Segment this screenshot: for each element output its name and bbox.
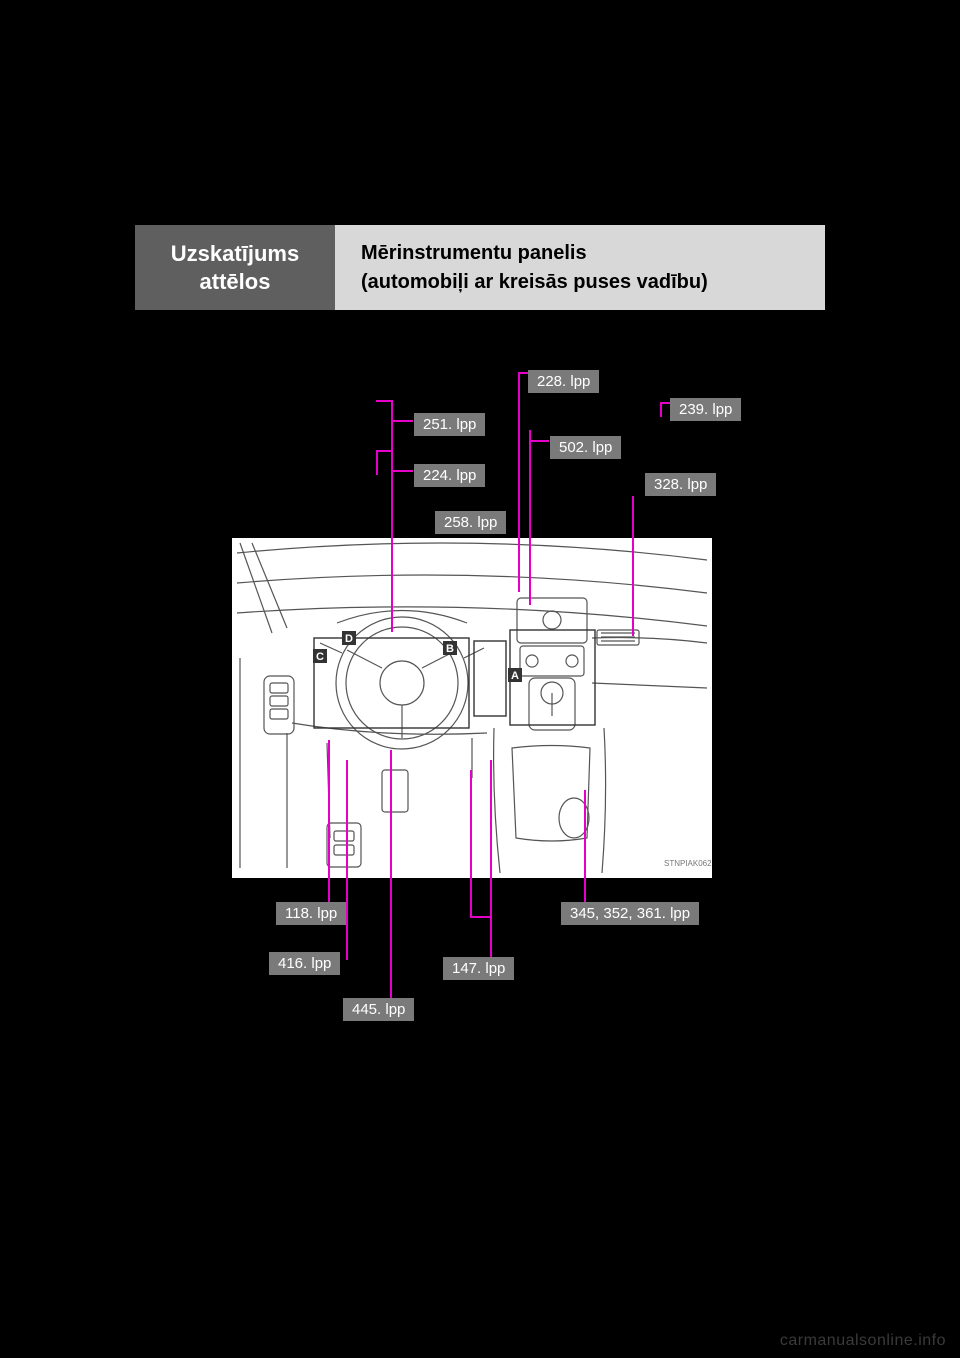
page-header: Uzskatījums attēlos Mērinstrumentu panel…: [135, 225, 825, 310]
leader-line: [376, 450, 378, 475]
leader-line: [376, 450, 391, 452]
page-ref-p328: 328. lpp: [645, 473, 716, 496]
leader-line: [584, 790, 586, 914]
leader-line: [391, 400, 393, 632]
page-ref-p228: 228. lpp: [528, 370, 599, 393]
page-ref-p345: 345, 352, 361. lpp: [561, 902, 699, 925]
leader-line: [328, 740, 330, 914]
svg-text:A: A: [511, 670, 519, 682]
page-ref-p239: 239. lpp: [670, 398, 741, 421]
leader-line: [490, 760, 492, 960]
leader-line: [391, 470, 413, 472]
leader-line: [390, 750, 392, 1002]
leader-line: [529, 430, 531, 605]
page-ref-p251: 251. lpp: [414, 413, 485, 436]
page-ref-p445: 445. lpp: [343, 998, 414, 1021]
leader-line: [470, 770, 472, 918]
page: Uzskatījums attēlos Mērinstrumentu panel…: [0, 0, 960, 1358]
leader-line: [660, 402, 670, 404]
header-tab: Uzskatījums attēlos: [135, 225, 335, 310]
header-title-line1: Mērinstrumentu panelis: [361, 239, 825, 268]
svg-text:B: B: [446, 643, 454, 655]
page-ref-p416: 416. lpp: [269, 952, 340, 975]
leader-line: [529, 440, 549, 442]
illustration-code: STNPIAK062: [664, 859, 712, 868]
page-ref-p502: 502. lpp: [550, 436, 621, 459]
page-ref-p147: 147. lpp: [443, 957, 514, 980]
svg-text:C: C: [316, 651, 324, 663]
dashboard-svg: D C B A STNPIAK062: [232, 538, 712, 878]
header-tab-line1: Uzskatījums: [171, 240, 299, 268]
svg-text:D: D: [345, 633, 353, 645]
leader-line: [470, 916, 490, 918]
header-title: Mērinstrumentu panelis (automobiļi ar kr…: [335, 225, 825, 310]
leader-line: [391, 420, 413, 422]
watermark: carmanualsonline.info: [780, 1332, 946, 1350]
leader-line: [518, 372, 520, 592]
page-ref-p258: 258. lpp: [435, 511, 506, 534]
header-title-line2: (automobiļi ar kreisās puses vadību): [361, 268, 825, 297]
leader-line: [376, 400, 391, 402]
dashboard-illustration: D C B A STNPIAK062: [232, 538, 712, 878]
leader-line: [346, 760, 348, 960]
header-tab-line2: attēlos: [200, 268, 271, 296]
page-ref-p118: 118. lpp: [276, 902, 346, 925]
leader-line: [660, 402, 662, 417]
leader-line: [518, 372, 528, 374]
leader-line: [632, 496, 634, 636]
page-ref-p224: 224. lpp: [414, 464, 485, 487]
